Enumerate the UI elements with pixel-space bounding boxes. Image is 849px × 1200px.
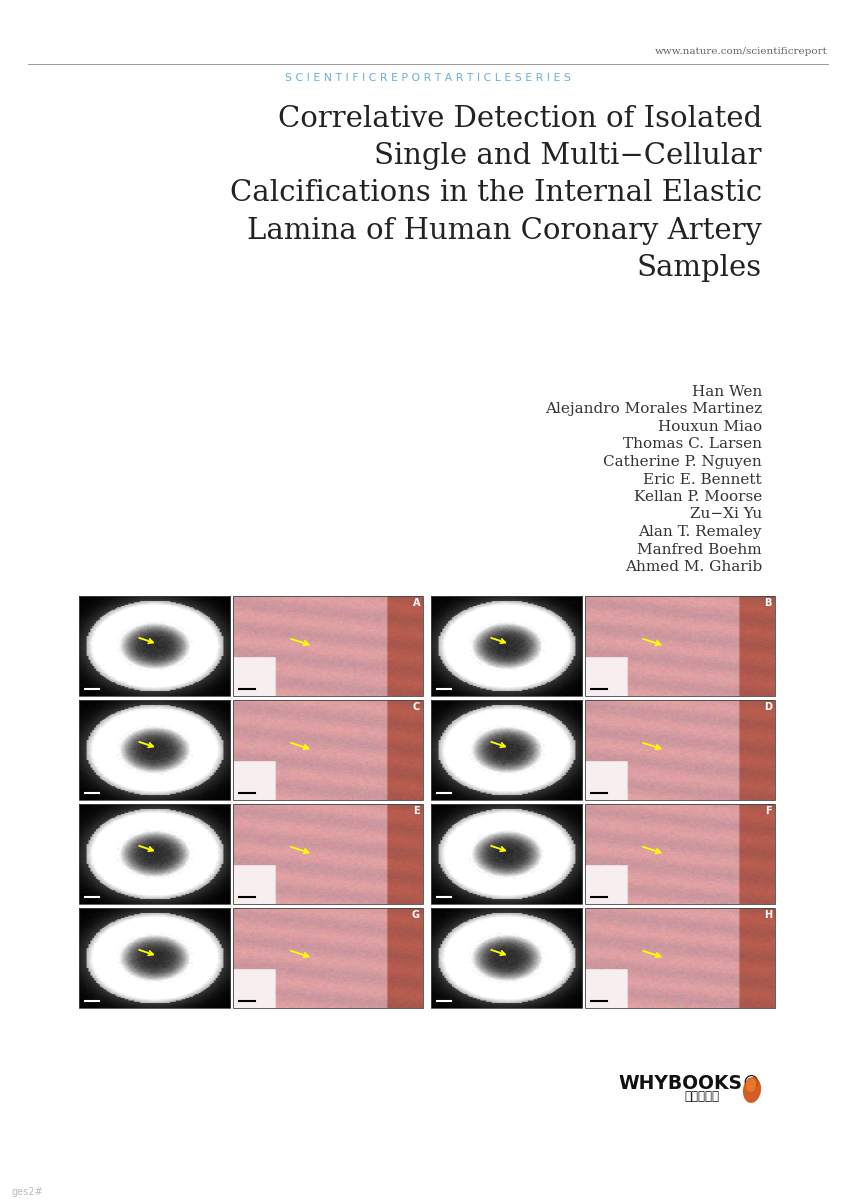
Text: Zu−Xi Yu: Zu−Xi Yu	[689, 508, 762, 522]
Text: Ahmed M. Gharib: Ahmed M. Gharib	[625, 560, 762, 574]
Bar	[79, 908, 230, 1008]
Text: Manfred Boehm: Manfred Boehm	[638, 542, 762, 557]
Bar	[585, 700, 775, 800]
Bar	[233, 596, 423, 696]
Text: Alan T. Remaley: Alan T. Remaley	[638, 526, 762, 539]
Text: www.nature.com/scientificreport: www.nature.com/scientificreport	[655, 48, 828, 56]
Text: 주와이북스: 주와이북스	[684, 1091, 719, 1104]
Text: E: E	[413, 806, 420, 816]
Bar	[585, 908, 775, 1008]
Text: C: C	[413, 702, 420, 712]
Text: G: G	[412, 910, 420, 920]
Text: Houxun Miao: Houxun Miao	[658, 420, 762, 434]
Text: D: D	[764, 702, 772, 712]
Bar	[431, 908, 582, 1008]
Text: Han Wen: Han Wen	[692, 385, 762, 398]
Ellipse shape	[743, 1078, 761, 1103]
Bar	[431, 596, 582, 696]
Bar	[79, 804, 230, 904]
Bar	[79, 700, 230, 800]
Text: Correlative Detection of Isolated
Single and Multi−Cellular
Calcifications in th: Correlative Detection of Isolated Single…	[230, 104, 762, 282]
Text: WHYBOOKS®: WHYBOOKS®	[619, 1074, 762, 1092]
Text: ges2#: ges2#	[12, 1187, 43, 1198]
Bar	[431, 700, 582, 800]
Text: Catherine P. Nguyen: Catherine P. Nguyen	[604, 455, 762, 469]
Ellipse shape	[746, 1078, 756, 1092]
Bar	[233, 908, 423, 1008]
Text: Kellan P. Moorse: Kellan P. Moorse	[633, 490, 762, 504]
Text: Thomas C. Larsen: Thomas C. Larsen	[623, 438, 762, 451]
Text: F: F	[766, 806, 772, 816]
Text: Alejandro Morales Martinez: Alejandro Morales Martinez	[545, 402, 762, 416]
Bar	[79, 596, 230, 696]
Text: S C I E N T I F I C R E P O R T A R T I C L E S E R I E S: S C I E N T I F I C R E P O R T A R T I …	[285, 73, 571, 83]
Bar	[431, 804, 582, 904]
Text: Eric E. Bennett: Eric E. Bennett	[644, 473, 762, 486]
Text: B: B	[765, 598, 772, 608]
Bar	[585, 804, 775, 904]
Bar	[233, 700, 423, 800]
Text: A: A	[413, 598, 420, 608]
Bar	[585, 596, 775, 696]
Bar	[233, 804, 423, 904]
Text: H: H	[764, 910, 772, 920]
